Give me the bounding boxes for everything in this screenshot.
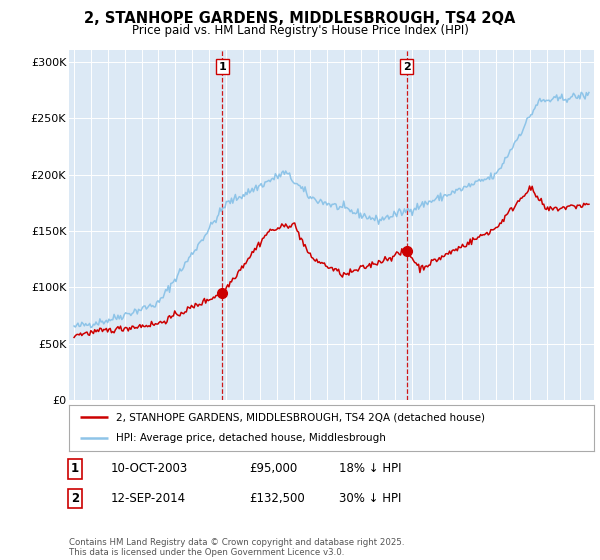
Text: 10-OCT-2003: 10-OCT-2003 [111, 462, 188, 475]
Text: 2: 2 [403, 62, 410, 72]
Text: 2: 2 [71, 492, 79, 505]
Text: 1: 1 [218, 62, 226, 72]
Text: 18% ↓ HPI: 18% ↓ HPI [339, 462, 401, 475]
Text: HPI: Average price, detached house, Middlesbrough: HPI: Average price, detached house, Midd… [116, 433, 386, 444]
Text: 1: 1 [71, 462, 79, 475]
Text: £95,000: £95,000 [249, 462, 297, 475]
Text: 2, STANHOPE GARDENS, MIDDLESBROUGH, TS4 2QA: 2, STANHOPE GARDENS, MIDDLESBROUGH, TS4 … [85, 11, 515, 26]
Text: 2, STANHOPE GARDENS, MIDDLESBROUGH, TS4 2QA (detached house): 2, STANHOPE GARDENS, MIDDLESBROUGH, TS4 … [116, 412, 485, 422]
Text: 12-SEP-2014: 12-SEP-2014 [111, 492, 186, 505]
Text: 30% ↓ HPI: 30% ↓ HPI [339, 492, 401, 505]
Text: Price paid vs. HM Land Registry's House Price Index (HPI): Price paid vs. HM Land Registry's House … [131, 24, 469, 36]
Text: Contains HM Land Registry data © Crown copyright and database right 2025.
This d: Contains HM Land Registry data © Crown c… [69, 538, 404, 557]
Text: £132,500: £132,500 [249, 492, 305, 505]
